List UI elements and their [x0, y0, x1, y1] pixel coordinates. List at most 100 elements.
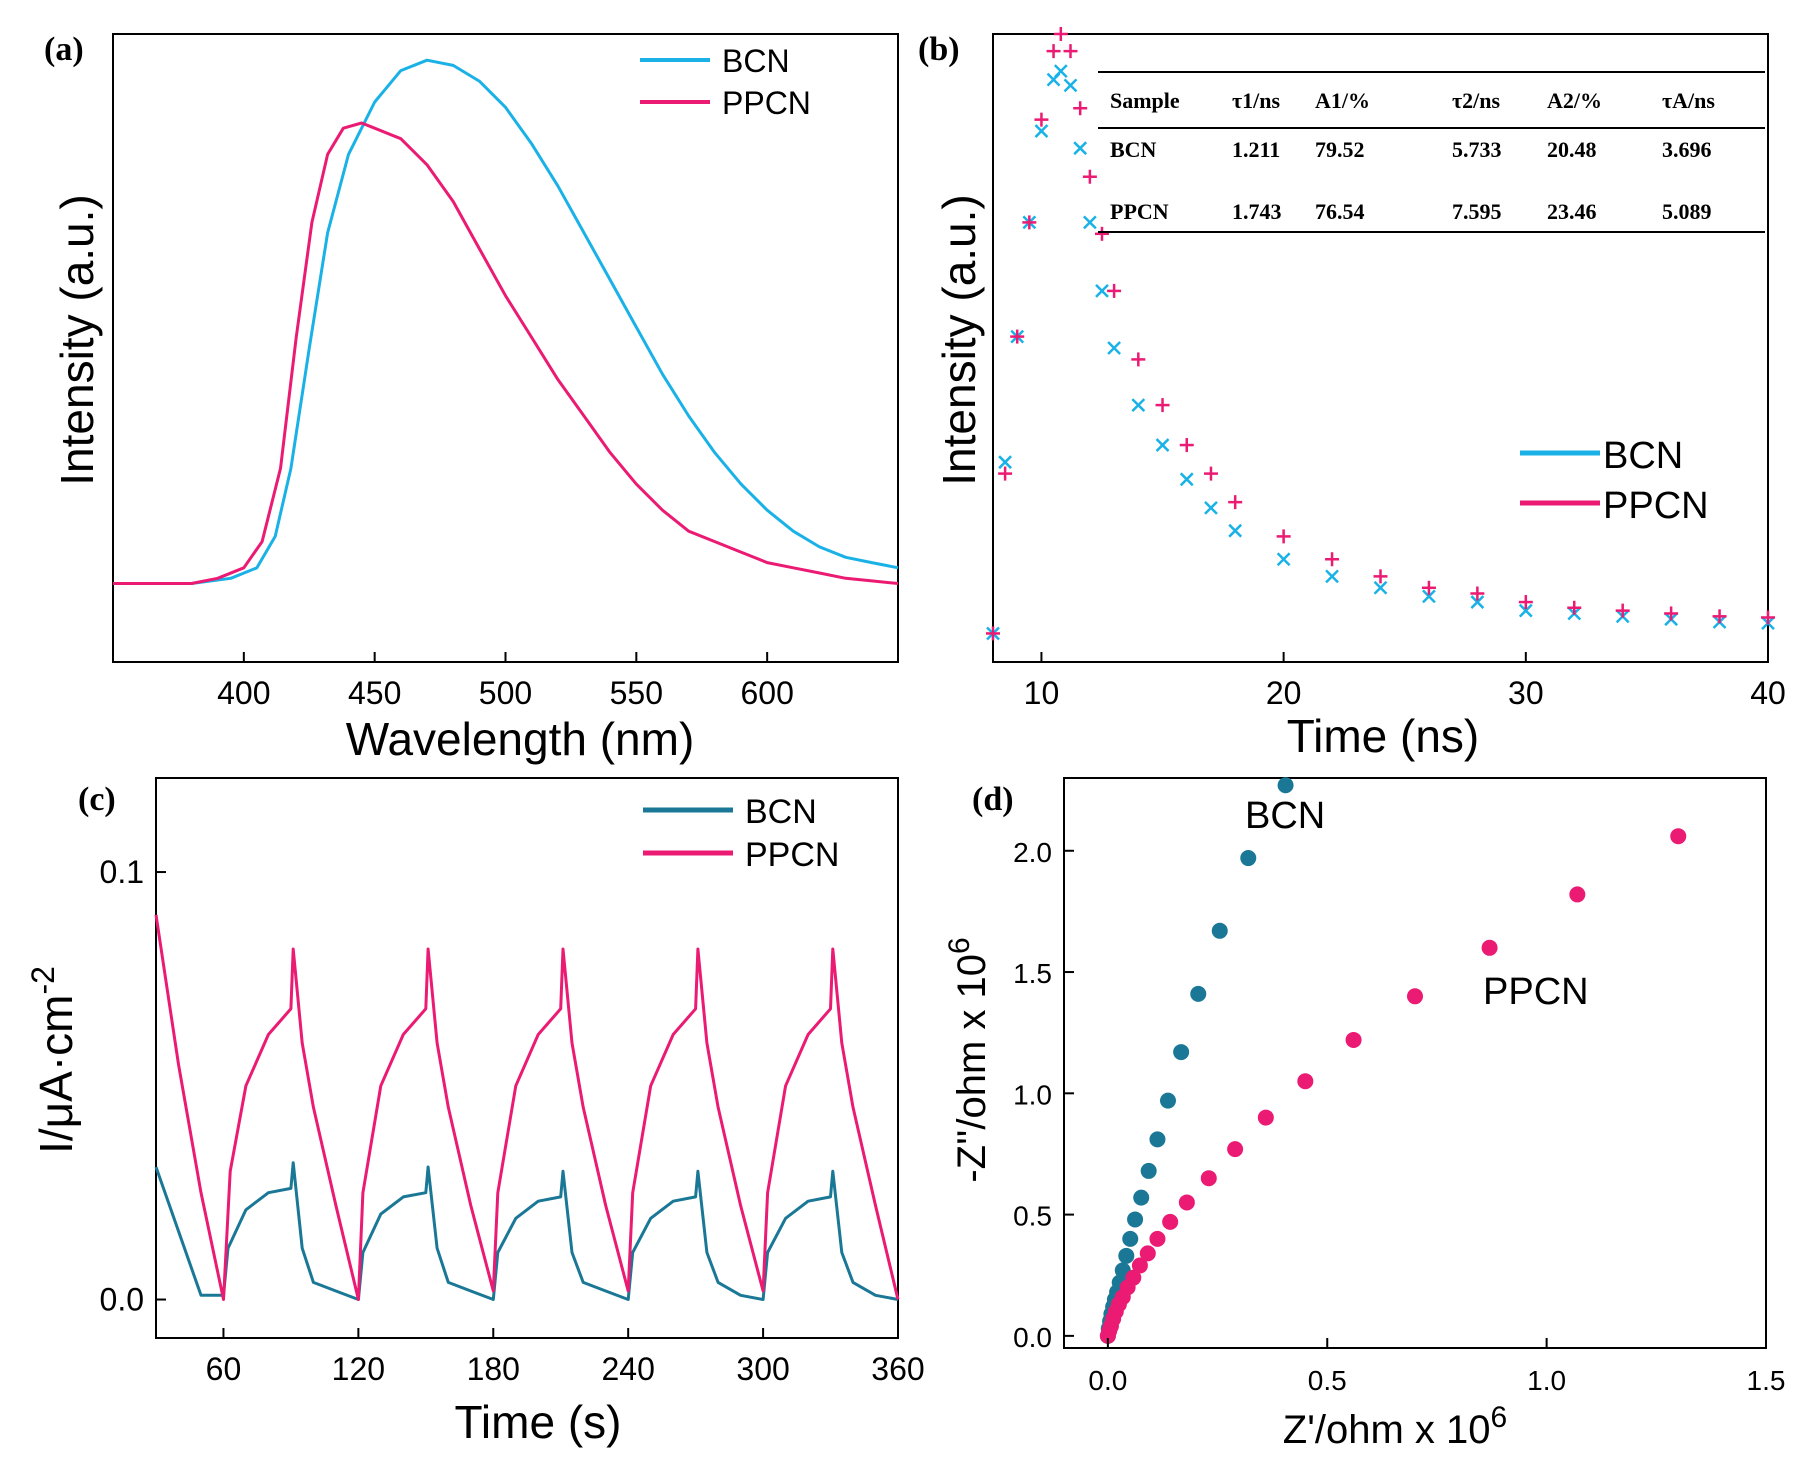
x-tick-label-d: 1.5: [1747, 1365, 1786, 1396]
y-tick-label-d: 2.0: [1013, 837, 1052, 868]
marker-stroke: [1518, 603, 1533, 618]
point-bcn-d: [1149, 1131, 1166, 1148]
table-cell: 23.46: [1547, 199, 1597, 224]
point-ppcn-d: [1227, 1141, 1244, 1158]
legend-c: BCN PPCN: [643, 793, 839, 874]
x-axis-title-b: Time (ns): [1287, 710, 1480, 762]
marker-stroke: [1276, 552, 1291, 567]
x-tick-label-a: 450: [348, 675, 401, 711]
marker-bcn-b: [1179, 472, 1194, 487]
annotation-ppcn: PPCN: [1483, 971, 1589, 1013]
marker-stroke: [998, 455, 1012, 470]
series-line-bcn-c: [154, 1161, 899, 1301]
y-axis-title-d: -Z''/ohm x 106: [943, 937, 994, 1182]
annotation-bcn: BCN: [1245, 795, 1325, 837]
marker-ppcn-b: [1761, 610, 1775, 625]
marker-ppcn-b: [998, 466, 1013, 481]
point-ppcn-d: [1200, 1170, 1217, 1187]
x-tick-label-c: 240: [601, 1351, 654, 1387]
point-ppcn-d: [1670, 828, 1687, 845]
marker-ppcn-b: [1082, 169, 1097, 184]
y-axis-title-d-text: -Z''/ohm x 10: [950, 954, 994, 1183]
y-tick-label-d: 0.5: [1013, 1201, 1052, 1232]
marker-stroke: [1325, 569, 1339, 584]
y-tick-label-c: 0.1: [100, 854, 144, 890]
plot-frame-c: [155, 777, 899, 1339]
marker-ppcn-b: [1203, 466, 1218, 481]
point-ppcn-d: [1139, 1245, 1156, 1262]
marker-ppcn-b: [1712, 609, 1727, 624]
legend-a-label-ppcn: PPCN: [722, 85, 811, 121]
panel-d: 0.0 0.5 1.0 1.50.00.51.01.52.0 Z'/ohm x 106…: [943, 777, 1785, 1452]
table-cell: 5.733: [1452, 137, 1502, 162]
table-header-cell: τ2/ns: [1452, 88, 1500, 113]
y-axis-title-c: I/μA·cm-2: [25, 966, 82, 1154]
table-header-cell: A1/%: [1315, 88, 1370, 113]
x-axis-title-d-text: Z'/ohm x 10: [1283, 1408, 1491, 1452]
panel-b: 10 20 30 40 Time (ns) Intensity (a.u.) Samp…: [933, 27, 1786, 762]
marker-ppcn-b: [1615, 603, 1630, 618]
point-ppcn-d: [1257, 1109, 1274, 1126]
series-line-bcn-a: [113, 58, 899, 585]
marker-ppcn-b: [1073, 101, 1088, 116]
x-tick-label-b: 10: [1024, 675, 1060, 711]
marker-stroke: [1179, 472, 1194, 487]
x-tick-label-a: 400: [217, 675, 270, 711]
point-ppcn-d: [1345, 1031, 1362, 1048]
marker-bcn-b: [1422, 589, 1436, 604]
point-bcn-d: [1133, 1189, 1150, 1206]
table-cell: 76.54: [1315, 199, 1365, 224]
plot-frame-a: [112, 33, 899, 663]
marker-bcn-b: [1095, 284, 1109, 298]
marker-stroke: [1422, 589, 1436, 604]
marker-ppcn-b: [1022, 215, 1037, 230]
marker-ppcn-b: [1373, 569, 1388, 584]
table-cell: 5.089: [1662, 199, 1712, 224]
marker-bcn-b: [1107, 341, 1121, 355]
y-tick-label-c: 0.0: [100, 1282, 144, 1318]
marker-ppcn-b: [1567, 600, 1582, 615]
marker-ppcn-b: [1518, 595, 1533, 610]
y-axis-title-d-sup: 6: [943, 937, 976, 954]
x-tick-label-a: 500: [479, 675, 532, 711]
point-bcn-d: [1118, 1247, 1135, 1264]
y-axis-title-a: Intensity (a.u.): [51, 194, 103, 485]
marker-stroke: [1155, 438, 1170, 452]
x-tick-label-c: 300: [736, 1351, 789, 1387]
table-header-cell: τA/ns: [1662, 88, 1715, 113]
marker-ppcn-b: [1325, 552, 1340, 567]
marker-bcn-b: [998, 455, 1012, 470]
marker-stroke: [1053, 64, 1068, 78]
table-cell: 20.48: [1547, 137, 1597, 162]
table-cell: BCN: [1110, 137, 1157, 162]
point-bcn-d: [1140, 1162, 1157, 1179]
x-tick-label-c: 360: [871, 1351, 924, 1387]
point-bcn-d: [1211, 922, 1228, 939]
x-tick-label-a: 600: [740, 675, 793, 711]
panel-label-d: (d): [972, 781, 1014, 818]
legend-c-label-bcn: BCN: [745, 793, 817, 831]
y-axis-title-b: Intensity (a.u.): [933, 194, 985, 485]
marker-stroke: [1470, 595, 1485, 609]
table-header-cell: Sample: [1110, 88, 1180, 113]
legend-b: BCN PPCN: [1520, 435, 1709, 527]
marker-stroke: [1082, 215, 1097, 230]
point-ppcn-d: [1149, 1230, 1166, 1247]
legend-a: BCN PPCN: [640, 43, 811, 121]
x-tick-label-c: 180: [467, 1351, 520, 1387]
point-bcn-d: [1190, 985, 1207, 1002]
point-bcn-d: [1173, 1044, 1190, 1061]
marker-ppcn-b: [1107, 283, 1122, 298]
marker-ppcn-b: [1664, 606, 1679, 621]
marker-ppcn-b: [1276, 529, 1291, 544]
panel-c: 60 120 180 240 300 360 0.0 0.1 Time (s) I/μA·cm…: [25, 777, 925, 1448]
marker-ppcn-b: [1046, 44, 1061, 59]
x-tick-label-a: 550: [610, 675, 663, 711]
x-tick-label-c: 120: [332, 1351, 385, 1387]
marker-ppcn-b: [1179, 438, 1194, 453]
panel-label-b: (b): [918, 31, 960, 68]
table-cell: 1.211: [1232, 137, 1280, 162]
point-bcn-d: [1127, 1211, 1144, 1228]
series-line-ppcn-c: [154, 914, 900, 1301]
x-tick-label-b: 30: [1508, 675, 1544, 711]
